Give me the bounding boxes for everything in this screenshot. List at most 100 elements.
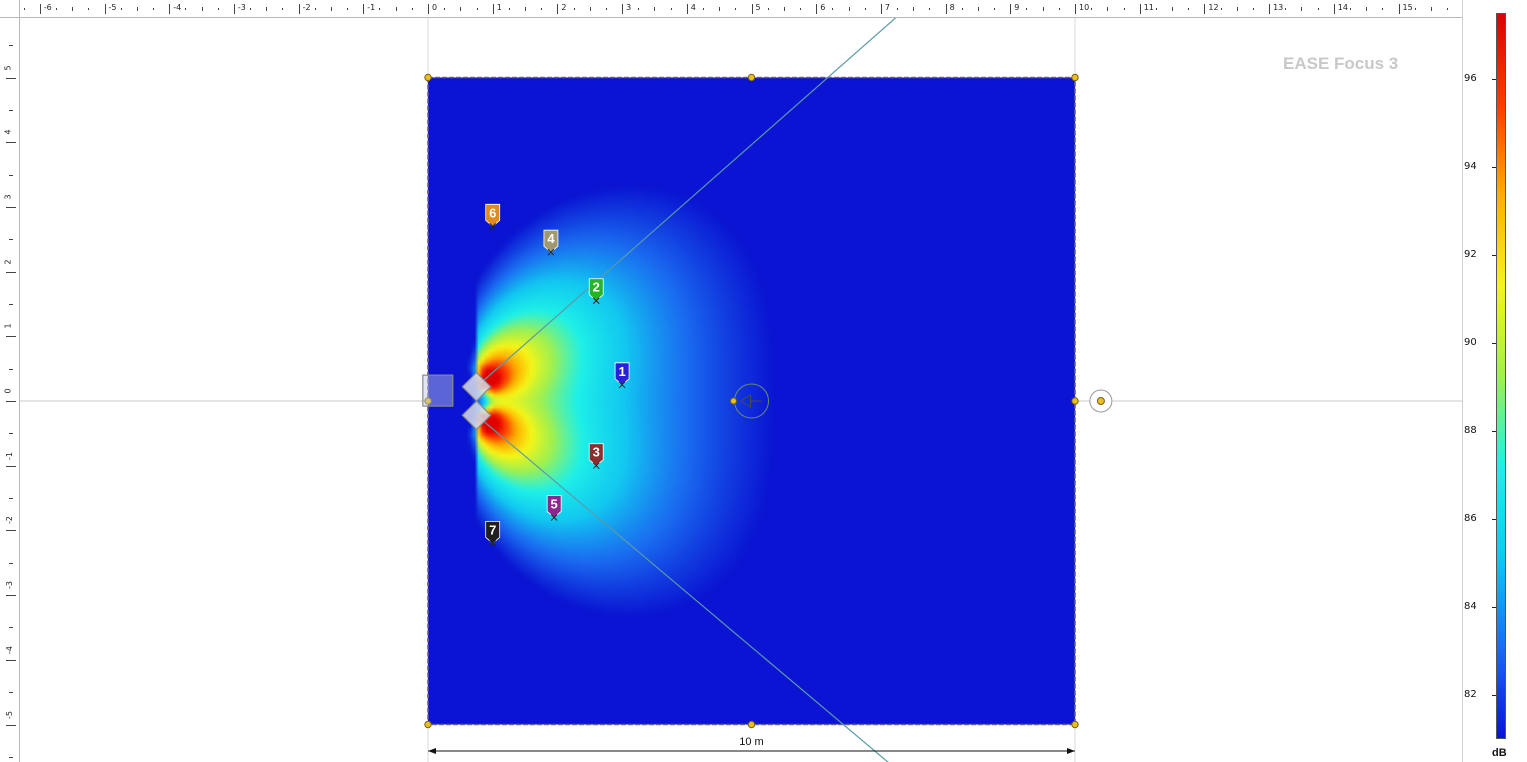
loudspeaker-upper-icon[interactable] [461,371,492,402]
room-handle[interactable] [1071,73,1079,82]
listener-marker-6[interactable]: 6 [485,203,501,230]
ruler-label: 11 [1143,3,1154,12]
ruler-label: -3 [237,3,246,12]
ruler-label: 3 [3,194,13,200]
listener-marker-5[interactable]: 5 [546,495,562,521]
ruler-tick [9,498,13,500]
ruler-tick [428,4,429,14]
ruler-tick [6,271,16,273]
colorbar-tick [1492,167,1496,168]
ruler-label: -6 [43,3,52,12]
marker-cross-icon [592,462,600,470]
ruler-label: 5 [3,64,13,71]
ruler-tick [39,4,41,14]
ruler-tick [1301,7,1303,11]
ruler-tick [6,401,16,402]
room-handle[interactable] [424,720,432,729]
ruler-corner [0,0,20,18]
ruler-tick [929,8,931,10]
ruler-label: -1 [367,3,376,12]
ruler-tick [1414,8,1416,10]
coverage-line-lower [476,414,889,762]
room-handle[interactable] [424,397,432,405]
ruler-tick [9,692,13,694]
array-frame[interactable] [422,374,454,407]
ruler-tick [250,8,252,10]
ruler-tick [767,8,769,10]
colorbar-tick [1492,79,1496,80]
ruler-tick [1349,8,1351,10]
ruler-tick [994,8,996,10]
listener-marker-3[interactable]: 3 [588,443,604,470]
ruler-tick [945,4,947,14]
marker-label: 4 [547,231,555,246]
ruler-label: 10 [1079,3,1090,12]
marker-pin-icon [614,362,630,386]
listener-marker-7[interactable]: 7 [485,520,501,547]
marker-cross-icon [550,514,558,521]
ruler-tick [1010,4,1012,14]
ruler-tick [1123,8,1125,10]
marker-cross-icon [618,381,626,389]
ruler-tick [622,4,624,14]
ruler-tick [783,7,785,11]
ruler-label: -2 [302,3,311,12]
ruler-tick [9,756,13,758]
room-handle[interactable] [1071,720,1079,729]
left-ruler: 5 4 3 2 1 0 -1 -2 -3 -4 -5 [0,0,20,762]
ruler-tick [735,8,737,10]
colorbar-tick-label: 90 [1464,337,1477,348]
ruler-tick [217,8,219,10]
ruler-tick [9,174,13,176]
ruler-tick [508,8,510,10]
colorbar-panel: dB 96 94 92 90 88 86 84 82 [1462,0,1527,762]
ruler-tick [961,8,963,10]
listener-handle[interactable] [730,397,737,405]
ruler-label: 15 [1402,3,1413,12]
ruler-tick [1042,7,1044,11]
plan-view[interactable]: 1 2 3 4 5 6 7 10 m EASE Focus 3 [20,18,1462,762]
aim-point-handle[interactable] [1096,397,1105,405]
marker-cross-icon [489,539,497,547]
ruler-tick [330,7,332,11]
ruler-label: -3 [4,581,14,590]
ruler-label: 8 [949,3,955,12]
marker-pin-icon [543,229,559,253]
listener-marker-2[interactable]: 2 [588,278,604,305]
overlay-layer[interactable]: 1 2 3 4 5 6 7 10 m [422,18,1113,762]
ruler-label: 7 [884,3,890,12]
ruler-tick [492,4,494,14]
plan-svg[interactable]: 1 2 3 4 5 6 7 10 m [20,18,1462,762]
dimension-label: 10 m [739,736,763,748]
ruler-tick [638,8,640,10]
room-handle[interactable] [1071,397,1079,405]
ruler-tick [88,8,90,10]
ruler-label: -4 [173,3,182,12]
ruler-tick [169,4,171,14]
listener-marker-1[interactable]: 1 [614,362,630,389]
ruler-label: 6 [820,3,826,12]
marker-pin-icon [546,495,562,518]
ruler-tick [9,303,13,305]
ruler-tick [1075,4,1076,14]
ruler-tick [9,239,13,241]
loudspeaker-lower-icon[interactable] [461,400,492,431]
ruler-tick [6,336,16,338]
ruler-tick [6,77,16,79]
ruler-tick [9,562,13,564]
room-handle[interactable] [747,73,756,82]
ruler-tick [1236,7,1238,11]
ruler-tick [1252,8,1254,10]
marker-label: 6 [489,205,496,220]
ruler-tick [6,530,16,532]
room-handle[interactable] [747,720,756,729]
room-handle[interactable] [424,73,432,82]
ruler-tick [670,8,672,10]
ruler-tick [864,8,866,10]
ruler-tick [9,45,13,47]
marker-pin-icon [588,443,604,467]
listener-marker-4[interactable]: 4 [543,229,559,256]
ruler-tick [379,8,381,10]
ruler-tick [751,4,753,14]
ruler-tick [702,8,704,10]
